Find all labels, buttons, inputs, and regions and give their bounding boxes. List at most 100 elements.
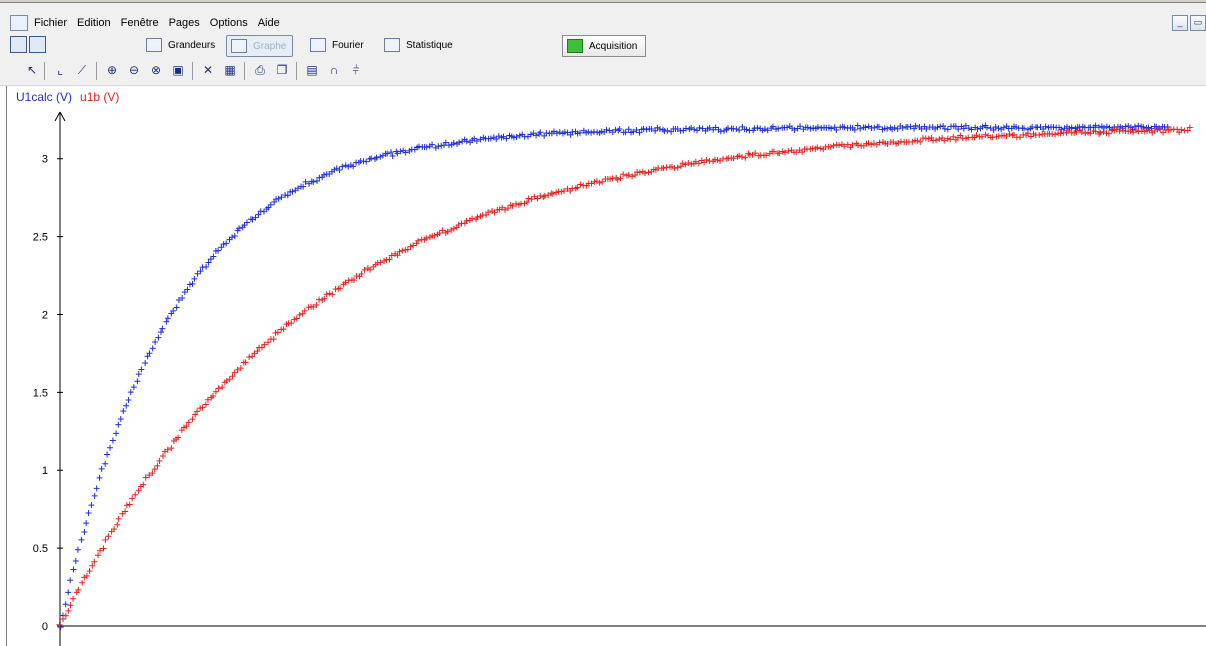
minimize-button[interactable]: _ xyxy=(1172,15,1188,31)
data-point xyxy=(386,256,393,263)
data-point xyxy=(296,311,303,318)
data-point xyxy=(776,150,783,157)
legend-series2: u1b (V) xyxy=(80,90,120,104)
data-point xyxy=(841,124,848,131)
data-point xyxy=(937,123,944,130)
data-point xyxy=(636,129,643,136)
data-point xyxy=(510,134,517,141)
data-point xyxy=(577,181,584,188)
menu-fichier[interactable]: Fichier xyxy=(34,17,68,29)
data-point xyxy=(320,171,327,178)
data-point xyxy=(828,125,835,132)
data-point xyxy=(204,396,211,403)
data-point xyxy=(1140,124,1147,131)
data-point xyxy=(1076,124,1083,131)
data-point xyxy=(149,345,156,352)
data-point xyxy=(102,460,109,467)
data-point xyxy=(660,126,667,133)
data-point xyxy=(736,152,743,159)
calc-icon[interactable]: ▤ xyxy=(306,63,318,77)
data-point xyxy=(891,124,898,131)
data-point xyxy=(123,502,130,509)
data-point xyxy=(1125,122,1132,129)
data-point xyxy=(463,218,470,225)
menu-options[interactable]: Options xyxy=(209,17,248,29)
data-point xyxy=(614,176,621,183)
cursor-icon[interactable]: ↖ xyxy=(26,63,38,77)
data-point xyxy=(231,369,238,376)
legend: U1calc (V) u1b (V) xyxy=(16,90,119,104)
data-point xyxy=(745,150,752,157)
tangent-icon[interactable]: ✕ xyxy=(202,63,214,77)
data-point xyxy=(1186,124,1193,131)
zoom-in-icon[interactable]: ⊕ xyxy=(106,63,118,77)
data-point xyxy=(78,536,85,543)
data-point xyxy=(339,163,346,170)
copy-icon[interactable]: ❐ xyxy=(276,63,288,77)
table-icon[interactable]: ▦ xyxy=(224,63,236,77)
grandeurs-button[interactable]: Grandeurs xyxy=(146,35,215,55)
zoom-reset-icon[interactable]: ⊗ xyxy=(150,63,162,77)
fourier-button[interactable]: Fourier xyxy=(310,35,364,55)
data-point xyxy=(67,602,74,609)
acquisition-button[interactable]: Acquisition xyxy=(562,35,647,57)
data-point xyxy=(134,378,141,385)
data-point xyxy=(574,184,581,191)
data-point xyxy=(367,266,374,273)
data-point xyxy=(1097,129,1104,136)
histogram-icon[interactable]: ⫩ xyxy=(352,62,360,77)
data-point xyxy=(111,526,118,533)
palette-icon[interactable]: ▣ xyxy=(172,63,184,77)
restore-button[interactable]: ▭ xyxy=(1190,15,1206,31)
data-point xyxy=(974,125,981,132)
data-point xyxy=(643,126,650,133)
graphe-button[interactable]: Graphe xyxy=(226,35,294,57)
data-point xyxy=(791,127,798,133)
data-point xyxy=(252,214,259,221)
data-point xyxy=(799,149,806,156)
data-point xyxy=(223,240,230,247)
data-point xyxy=(210,393,217,400)
data-point xyxy=(1017,134,1024,141)
data-point xyxy=(126,501,133,508)
data-point xyxy=(1082,130,1089,137)
statistique-button[interactable]: Statistique xyxy=(384,35,453,55)
menu-aide[interactable]: Aide xyxy=(257,17,280,29)
menu-fenetre[interactable]: Fenêtre xyxy=(120,17,159,29)
zoom-out-icon[interactable]: ⊖ xyxy=(128,63,140,77)
print-icon[interactable]: ⎙ xyxy=(255,62,265,77)
statistique-label: Statistique xyxy=(406,39,453,51)
data-point xyxy=(122,508,129,515)
data-point xyxy=(72,558,79,565)
data-point xyxy=(855,142,862,149)
data-point xyxy=(115,421,122,428)
data-point xyxy=(81,574,88,581)
data-point xyxy=(674,164,681,171)
data-point xyxy=(692,158,699,165)
data-point xyxy=(219,384,226,391)
data-point xyxy=(284,192,291,199)
modelize-icon[interactable]: ⟋ xyxy=(77,62,87,77)
data-point xyxy=(992,124,999,131)
app-icon[interactable] xyxy=(10,15,28,31)
data-point xyxy=(714,156,721,163)
axes-icon[interactable]: ⌞ xyxy=(57,63,63,77)
data-point xyxy=(491,209,498,216)
data-point xyxy=(955,126,962,133)
data-point xyxy=(1095,124,1102,131)
open-folder-icon[interactable] xyxy=(29,36,46,53)
menu-pages[interactable]: Pages xyxy=(168,17,200,29)
data-point xyxy=(620,171,627,178)
menu-edition[interactable]: Edition xyxy=(77,17,111,29)
data-point xyxy=(210,253,217,260)
save-icon[interactable] xyxy=(10,36,27,53)
fourier-icon xyxy=(310,38,326,52)
data-point xyxy=(987,125,994,132)
data-point xyxy=(85,510,92,517)
data-point xyxy=(503,135,510,142)
data-point xyxy=(368,155,375,162)
data-point xyxy=(1042,123,1049,130)
curve-icon[interactable]: ∩ xyxy=(329,63,339,77)
data-point xyxy=(909,138,916,145)
data-point xyxy=(138,366,145,373)
